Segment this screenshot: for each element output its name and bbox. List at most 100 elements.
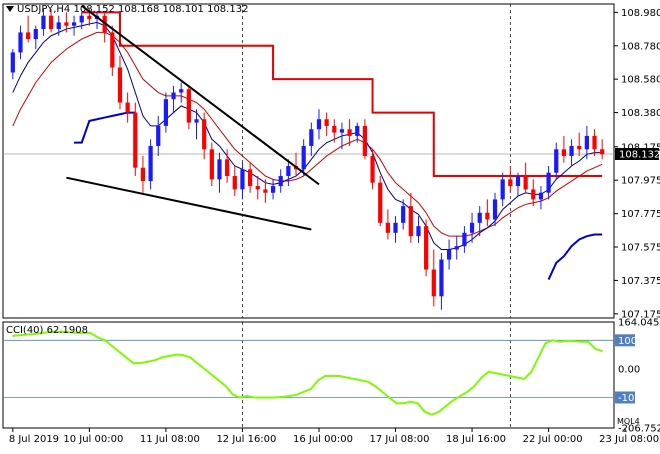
current-price-tag: 108.132 [615,147,660,160]
candle-body [477,212,482,223]
cci-tick-label: 100 [618,336,637,347]
candle-body [156,125,161,146]
candle-body [393,222,398,233]
candle-body [133,112,138,168]
candle-body [362,125,368,156]
candle-body [554,149,559,173]
time-tick-label: 10 Jul 00:00 [63,434,123,445]
lower-band-line [74,111,136,144]
candle-body [492,199,498,220]
time-axis: 8 Jul 2019 10 Jul 00:00 11 Jul 08:00 12 Jul… [9,428,659,445]
candle-body [125,102,130,113]
candle-body [531,189,536,200]
time-tick-label: 17 Jul 08:00 [370,434,430,445]
price-tick-label: 108.380 [621,108,660,119]
chart-header: USDJPY,H4 108.152 108.168 108.101 108.13… [6,4,248,15]
cci-header: CCI(40) 62.1908 [6,325,88,336]
current-price-tag-label: 108.132 [619,149,660,160]
candle-body [324,119,329,126]
candle-body [332,125,337,133]
candle-body [71,22,77,26]
candle-body [110,32,115,68]
candle-body [600,149,605,155]
price-tick-label: 107.775 [621,209,660,220]
cci-level-tag [615,334,635,347]
ohlc-readout: 108.152 108.168 108.101 108.132 [73,4,249,15]
candle-body [10,52,15,73]
candle-body [508,179,513,187]
cci-label: CCI(40) 62.1908 [6,325,88,336]
candle-body [424,226,429,270]
lower-band-line [547,233,603,281]
candle-body [79,15,84,23]
candle-body [485,212,490,220]
candle-body [316,119,322,130]
candle-body [232,176,237,190]
candle-body [247,169,253,187]
time-tick-label: 23 Jul 08:00 [599,434,659,445]
candle-body [270,186,276,193]
candle-body [171,92,176,100]
price-tick-label: 107.975 [621,176,660,187]
time-tick-label: 12 Jul 16:00 [216,434,276,445]
candle-body [339,129,345,133]
price-tick-label: 108.175 [621,142,660,153]
candle-body [26,32,31,40]
candle-body [163,99,169,126]
price-tick-label: 108.980 [621,8,660,19]
candle-body [416,226,421,237]
candle-body [370,155,375,183]
candle-body [56,22,61,30]
candle-body [202,119,207,150]
candle-body [64,22,69,26]
candle-body [240,169,245,190]
trendline-layer [66,4,320,231]
time-tick-label: 8 Jul 2019 [9,434,59,445]
candle-body [225,159,230,177]
cci-layer [3,330,614,416]
cci-tick-label: -100 [618,393,641,404]
candle-body [446,249,452,260]
cci-line [12,330,603,416]
price-tick-label: 107.575 [621,243,660,254]
cci-level-tag [615,391,635,404]
candle-body [515,176,521,187]
candle-body [538,192,544,200]
candle-body [117,67,123,103]
candle-body [355,125,360,136]
symbol-label: USDJPY,H4 [17,4,71,15]
main-panel-frame [2,3,615,319]
candle-body [462,232,467,247]
candle-body [278,176,283,187]
collapse-triangle-icon[interactable] [6,6,14,12]
candle-body [309,129,314,146]
candle-body [469,222,475,233]
candle-body [179,89,184,93]
lower-trendline [66,176,312,231]
candle-body [546,172,551,193]
candle-body [569,145,574,156]
time-tick-label: 16 Jul 00:00 [293,434,353,445]
candle-body [209,149,214,180]
candle-body [378,182,383,223]
candle-body [439,259,444,297]
candle-body [41,15,46,30]
candle-body [18,32,23,53]
candle-body [301,145,306,170]
price-axis: 108.980 108.780 108.580 108.380 108.175 107.9… [614,8,660,320]
candle-body [148,145,153,182]
price-tick-label: 108.780 [621,41,660,52]
candle-body [577,145,582,150]
current-price-tag-box [615,147,659,160]
price-tick-label: 107.175 [621,309,660,320]
candle-body [561,149,567,156]
candle-body [401,206,406,223]
price-tick-label: 107.375 [621,276,660,287]
candle-body [194,119,199,123]
price-tick-label: 108.580 [621,75,660,86]
candle-body [584,135,589,150]
